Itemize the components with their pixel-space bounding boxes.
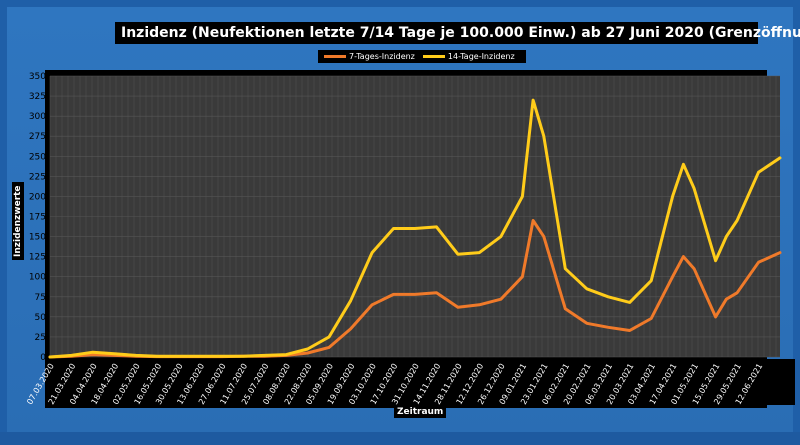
y-tick-label: 300 [29,112,46,122]
bottom-bar [0,432,800,445]
chart-title: Inzidenz (Neufektionen letzte 7/14 Tage … [115,22,800,44]
series-line-14-tage [48,98,782,359]
legend-label-7: 7-Tages-Inzidenz [349,52,415,61]
legend-swatch-7 [324,55,346,58]
x-axis-band [45,359,795,405]
y-tick-label: 350 [29,72,46,82]
legend-swatch-14 [422,55,445,58]
y-tick-label: 225 [29,172,46,182]
legend: 7-Tages-Inzidenz 14-Tage-Inzidenz [318,50,526,63]
x-axis-label: Zeitraum [394,406,447,418]
y-tick-label: 275 [29,132,46,142]
y-tick-label: 200 [29,192,46,202]
y-tick-label: 325 [29,92,46,102]
y-tick-label: 175 [29,213,46,223]
y-tick-label: 100 [29,273,46,283]
y-tick-label: 250 [29,152,46,162]
y-tick-label: 150 [29,233,46,243]
y-tick-label: 25 [35,333,46,343]
y-tick-label: 50 [35,313,47,323]
legend-item-7: 7-Tages-Inzidenz [324,50,415,63]
legend-label-14: 14-Tage-Inzidenz [447,52,515,61]
y-tick-label: 75 [35,293,46,303]
y-axis-label: Inzidenzwerte [12,182,24,260]
y-tick-label: 0 [40,353,46,363]
y-tick-label: 125 [29,253,46,263]
legend-item-14: 14-Tage-Inzidenz [422,50,515,63]
